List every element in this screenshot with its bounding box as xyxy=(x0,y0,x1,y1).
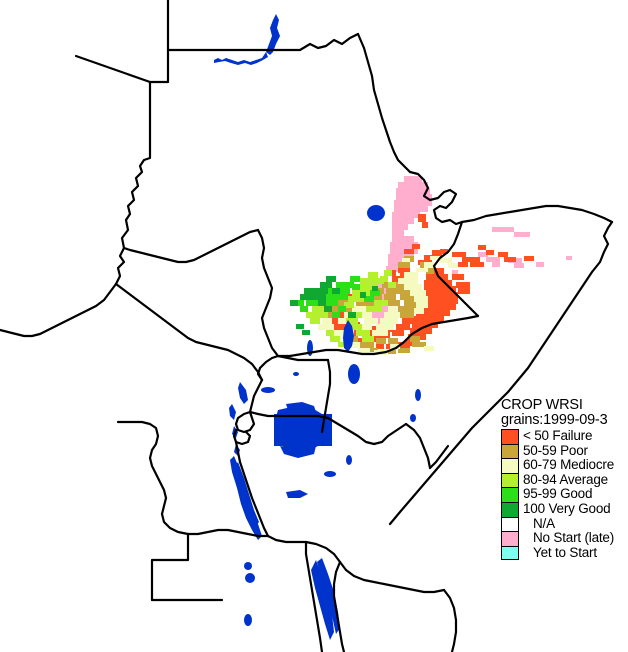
legend-swatch xyxy=(501,545,519,561)
legend-row[interactable]: 95-99 Good xyxy=(501,487,628,502)
legend-title-line1: CROP WRSI xyxy=(501,397,583,413)
legend-row[interactable]: 80-94 Average xyxy=(501,471,628,488)
legend-label: 60-79 Mediocre xyxy=(523,457,615,473)
legend-swatch xyxy=(501,531,519,546)
legend-label: 100 Very Good xyxy=(523,500,611,516)
legend-label: No Start (late) xyxy=(533,530,615,546)
legend-row[interactable]: 50-59 Poor xyxy=(501,442,628,459)
legend-row[interactable]: N/A xyxy=(501,515,628,532)
legend-row[interactable]: Yet to Start xyxy=(501,544,628,561)
legend-swatch xyxy=(501,458,519,473)
legend-label: 50-59 Poor xyxy=(523,442,588,458)
legend-label: N/A xyxy=(533,515,555,531)
legend-row[interactable]: < 50 Failure xyxy=(501,428,628,444)
legend-title-line2: grains:1999-09-3 xyxy=(501,411,608,428)
crop-wrsi-pixel-layer xyxy=(290,176,572,355)
country-borders-layer xyxy=(0,0,614,652)
legend-rows: < 50 Failure 50-59 Poor 60-79 Mediocre 80-9… xyxy=(501,428,628,561)
legend-row[interactable]: 60-79 Mediocre xyxy=(501,458,628,473)
legend-label: 80-94 Average xyxy=(523,471,608,487)
legend-swatch xyxy=(501,516,519,532)
legend-row[interactable]: 100 Very Good xyxy=(501,500,628,517)
legend-swatch xyxy=(501,429,519,444)
legend-label: Yet to Start xyxy=(533,544,597,560)
water-bodies-layer xyxy=(214,14,421,640)
legend-swatch xyxy=(501,501,519,517)
legend-swatch xyxy=(501,443,519,459)
legend: CROP WRSI grains:1999-09-3 < 50 Failure 5… xyxy=(501,398,628,561)
legend-label: 95-99 Good xyxy=(523,486,593,502)
legend-row[interactable]: No Start (late) xyxy=(501,531,628,546)
legend-label: < 50 Failure xyxy=(523,428,593,443)
legend-title: CROP WRSI grains:1999-09-3 xyxy=(501,398,628,427)
legend-swatch xyxy=(501,472,519,488)
legend-swatch xyxy=(501,487,519,502)
